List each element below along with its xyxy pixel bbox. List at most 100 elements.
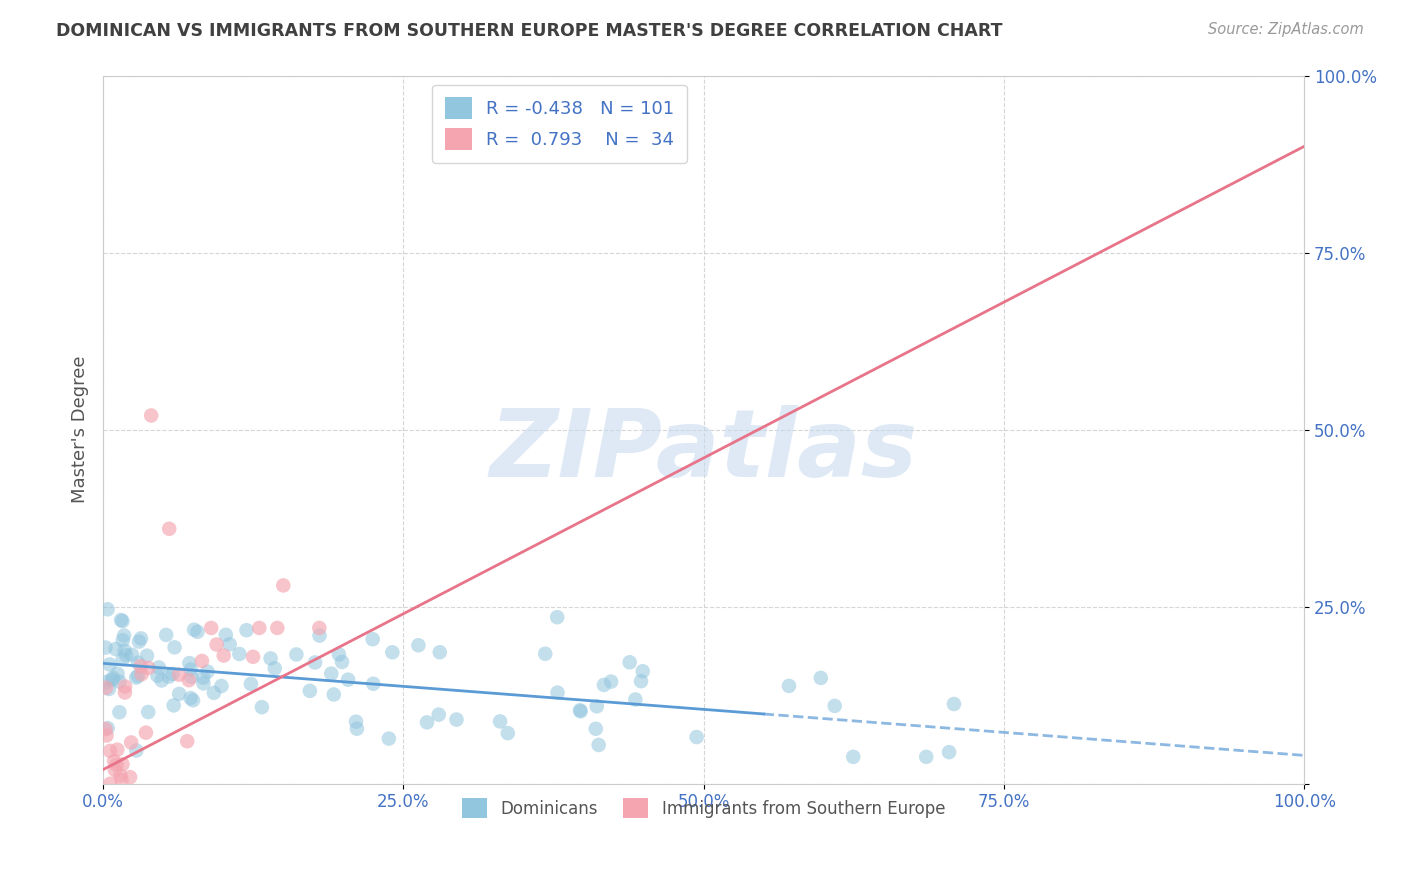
Point bbox=[177, 673, 200, 687]
Point bbox=[183, 623, 205, 637]
Point bbox=[111, 633, 134, 648]
Point bbox=[136, 648, 159, 663]
Point bbox=[215, 628, 238, 642]
Point bbox=[942, 697, 965, 711]
Point bbox=[98, 657, 121, 672]
Point bbox=[247, 621, 270, 635]
Point bbox=[146, 668, 169, 682]
Point bbox=[105, 742, 128, 756]
Point bbox=[938, 745, 960, 759]
Point bbox=[127, 669, 149, 683]
Point bbox=[489, 714, 512, 729]
Point bbox=[308, 629, 330, 643]
Point bbox=[259, 651, 281, 665]
Point bbox=[107, 666, 129, 681]
Point bbox=[110, 613, 132, 627]
Point bbox=[235, 624, 257, 638]
Point bbox=[180, 691, 202, 706]
Point bbox=[97, 602, 120, 616]
Point bbox=[266, 621, 288, 635]
Point bbox=[114, 685, 136, 699]
Point bbox=[569, 703, 592, 717]
Point bbox=[105, 757, 128, 772]
Point bbox=[346, 722, 368, 736]
Point bbox=[150, 673, 173, 688]
Point bbox=[180, 663, 202, 677]
Point bbox=[135, 725, 157, 739]
Point bbox=[427, 707, 450, 722]
Point bbox=[162, 667, 184, 681]
Point bbox=[167, 667, 190, 681]
Point bbox=[111, 614, 134, 628]
Point bbox=[330, 655, 353, 669]
Point bbox=[101, 673, 124, 687]
Point bbox=[131, 667, 153, 681]
Point bbox=[298, 683, 321, 698]
Point bbox=[585, 722, 607, 736]
Point bbox=[129, 659, 152, 673]
Point bbox=[547, 685, 569, 699]
Point bbox=[179, 656, 201, 670]
Point bbox=[239, 677, 262, 691]
Point bbox=[631, 665, 654, 679]
Point bbox=[120, 735, 142, 749]
Point bbox=[205, 638, 228, 652]
Point bbox=[600, 674, 623, 689]
Point bbox=[361, 677, 384, 691]
Point bbox=[141, 409, 163, 423]
Point bbox=[94, 722, 117, 736]
Point bbox=[337, 673, 360, 687]
Point bbox=[619, 655, 641, 669]
Point bbox=[98, 744, 121, 758]
Point bbox=[685, 730, 707, 744]
Point bbox=[585, 699, 607, 714]
Point bbox=[125, 671, 148, 685]
Point bbox=[191, 654, 214, 668]
Point bbox=[630, 674, 652, 689]
Point bbox=[112, 628, 135, 642]
Point bbox=[842, 749, 865, 764]
Point bbox=[163, 698, 186, 713]
Point bbox=[200, 621, 222, 635]
Point bbox=[120, 770, 142, 784]
Point bbox=[271, 578, 294, 592]
Point bbox=[308, 621, 330, 635]
Point bbox=[496, 726, 519, 740]
Point bbox=[186, 624, 208, 639]
Point bbox=[111, 757, 134, 772]
Point bbox=[125, 743, 148, 757]
Point bbox=[167, 687, 190, 701]
Point bbox=[218, 637, 240, 651]
Point bbox=[212, 648, 235, 663]
Y-axis label: Master's Degree: Master's Degree bbox=[72, 356, 89, 503]
Point bbox=[108, 705, 131, 719]
Point bbox=[408, 638, 430, 652]
Point bbox=[129, 632, 152, 646]
Point bbox=[446, 713, 468, 727]
Point bbox=[96, 729, 118, 743]
Point bbox=[104, 763, 127, 777]
Text: DOMINICAN VS IMMIGRANTS FROM SOUTHERN EUROPE MASTER'S DEGREE CORRELATION CHART: DOMINICAN VS IMMIGRANTS FROM SOUTHERN EU… bbox=[56, 22, 1002, 40]
Point bbox=[344, 714, 367, 729]
Point bbox=[176, 734, 198, 748]
Point bbox=[429, 645, 451, 659]
Point bbox=[115, 648, 138, 662]
Point bbox=[108, 674, 131, 689]
Point bbox=[181, 693, 204, 707]
Point bbox=[304, 656, 326, 670]
Point bbox=[128, 634, 150, 648]
Point bbox=[110, 768, 132, 782]
Point bbox=[97, 721, 120, 735]
Point bbox=[824, 698, 846, 713]
Point bbox=[593, 678, 616, 692]
Point bbox=[321, 666, 343, 681]
Point bbox=[381, 645, 404, 659]
Point bbox=[111, 652, 134, 666]
Point bbox=[250, 700, 273, 714]
Point bbox=[242, 649, 264, 664]
Point bbox=[157, 522, 180, 536]
Point bbox=[114, 680, 136, 694]
Point bbox=[285, 648, 308, 662]
Point bbox=[624, 692, 647, 706]
Point bbox=[263, 661, 285, 675]
